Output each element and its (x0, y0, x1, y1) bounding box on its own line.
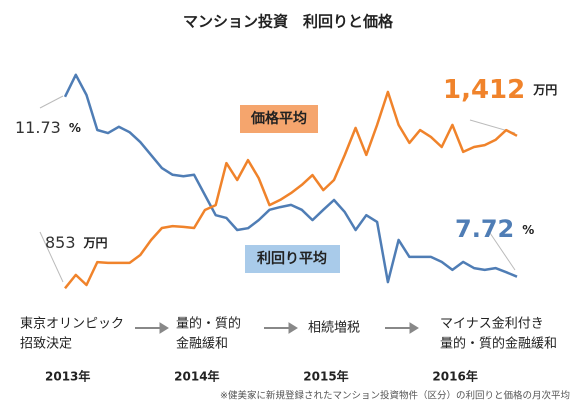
leader-line (39, 95, 64, 109)
x-tick-label: 2015年 (303, 369, 348, 384)
arrow-head (409, 322, 419, 334)
value-label-number: 7.72 (455, 215, 514, 243)
value-label-unit: % (69, 121, 81, 135)
value-label: 853 万円 (45, 233, 108, 252)
x-tick-label: 2016年 (432, 369, 477, 384)
annotation: 相続増税 (308, 321, 360, 336)
value-label-unit: 万円 (532, 83, 557, 97)
value-label: 11.73% (15, 118, 81, 137)
value-label-number: 11.73 (15, 118, 61, 137)
value-label: 1,412 万円 (443, 75, 557, 105)
x-tick-label: 2013年 (45, 369, 90, 384)
legend-box (245, 245, 340, 273)
value-label-unit: 万円 (83, 236, 108, 250)
arrow-head (159, 322, 169, 334)
legend-label: 利回り平均 (257, 250, 327, 267)
chart-title: マンション投資 利回りと価格 (183, 13, 394, 31)
series-line (64, 90, 518, 290)
x-tick-label: 2014年 (174, 369, 219, 384)
leader-line (489, 232, 516, 271)
arrow-head (288, 322, 298, 334)
value-label: 7.72% (455, 215, 534, 243)
annotation: 量的・質的金融緩和 (440, 336, 557, 352)
series-line (63, 73, 518, 284)
value-label-number: 1,412 (443, 75, 525, 105)
annotation: マイナス金利付き (440, 316, 544, 332)
value-label-number: 853 (45, 233, 76, 252)
leader-line (39, 231, 64, 283)
annotation: 金融緩和 (176, 336, 228, 352)
legend-box (240, 105, 318, 133)
footnote: ※健美家に新規登録されたマンション投資物件（区分）の利回りと価格の月次平均 (220, 390, 570, 402)
value-label-unit: % (522, 223, 534, 237)
arrows (135, 322, 419, 334)
legend-label: 価格平均 (250, 110, 307, 127)
annotation: 東京オリンピック (20, 316, 124, 332)
annotation: 量的・質的 (176, 316, 241, 332)
annotation: 招致決定 (20, 337, 72, 352)
